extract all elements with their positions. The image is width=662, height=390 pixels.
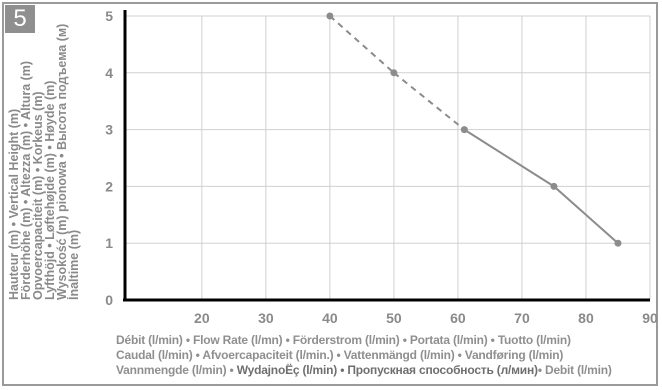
curve-segment-dashed [393, 72, 465, 131]
x-tick-label: 40 [322, 310, 338, 326]
data-point [390, 69, 398, 77]
curve-segment [463, 128, 555, 188]
y-tick-label: 0 [105, 292, 113, 308]
y-tick-label: 1 [105, 235, 113, 251]
curve-segment-dashed [329, 15, 395, 74]
x-axis-label-part: • Debit (l/min) [537, 363, 612, 377]
x-tick-label: 20 [194, 310, 210, 326]
data-point [614, 239, 622, 247]
x-axis-label-line-3: Vannmengde (l/min) • WydajnoËç (l/min) •… [116, 363, 656, 377]
x-axis-label-line: Caudal (l/min) • Afvoercapaciteit (l/min… [116, 348, 564, 362]
y-tick-label: 5 [105, 8, 113, 24]
x-axis-label-part: WydajnoËç (l/min) • Пропускная способнос… [236, 363, 538, 377]
x-tick-label: 70 [514, 310, 530, 326]
x-tick-label: 60 [450, 310, 466, 326]
data-point [460, 126, 468, 134]
x-tick-label: 30 [258, 310, 274, 326]
curve-segment [553, 185, 619, 244]
y-tick-label: 2 [105, 178, 113, 194]
x-axis-label-part: Vannmengde (l/min) • [116, 363, 237, 377]
x-tick-label: 50 [386, 310, 402, 326]
data-point [550, 182, 558, 190]
y-tick-label: 3 [105, 122, 113, 138]
figure-number-badge: 5 [5, 5, 35, 33]
x-tick-label: 90 [642, 310, 658, 326]
x-axis-label-line: Débit (l/min) • Flow Rate (l/mn) • Förde… [116, 333, 571, 347]
x-tick-label: 80 [578, 310, 594, 326]
y-tick-label: 4 [105, 65, 113, 81]
data-point [326, 12, 334, 20]
